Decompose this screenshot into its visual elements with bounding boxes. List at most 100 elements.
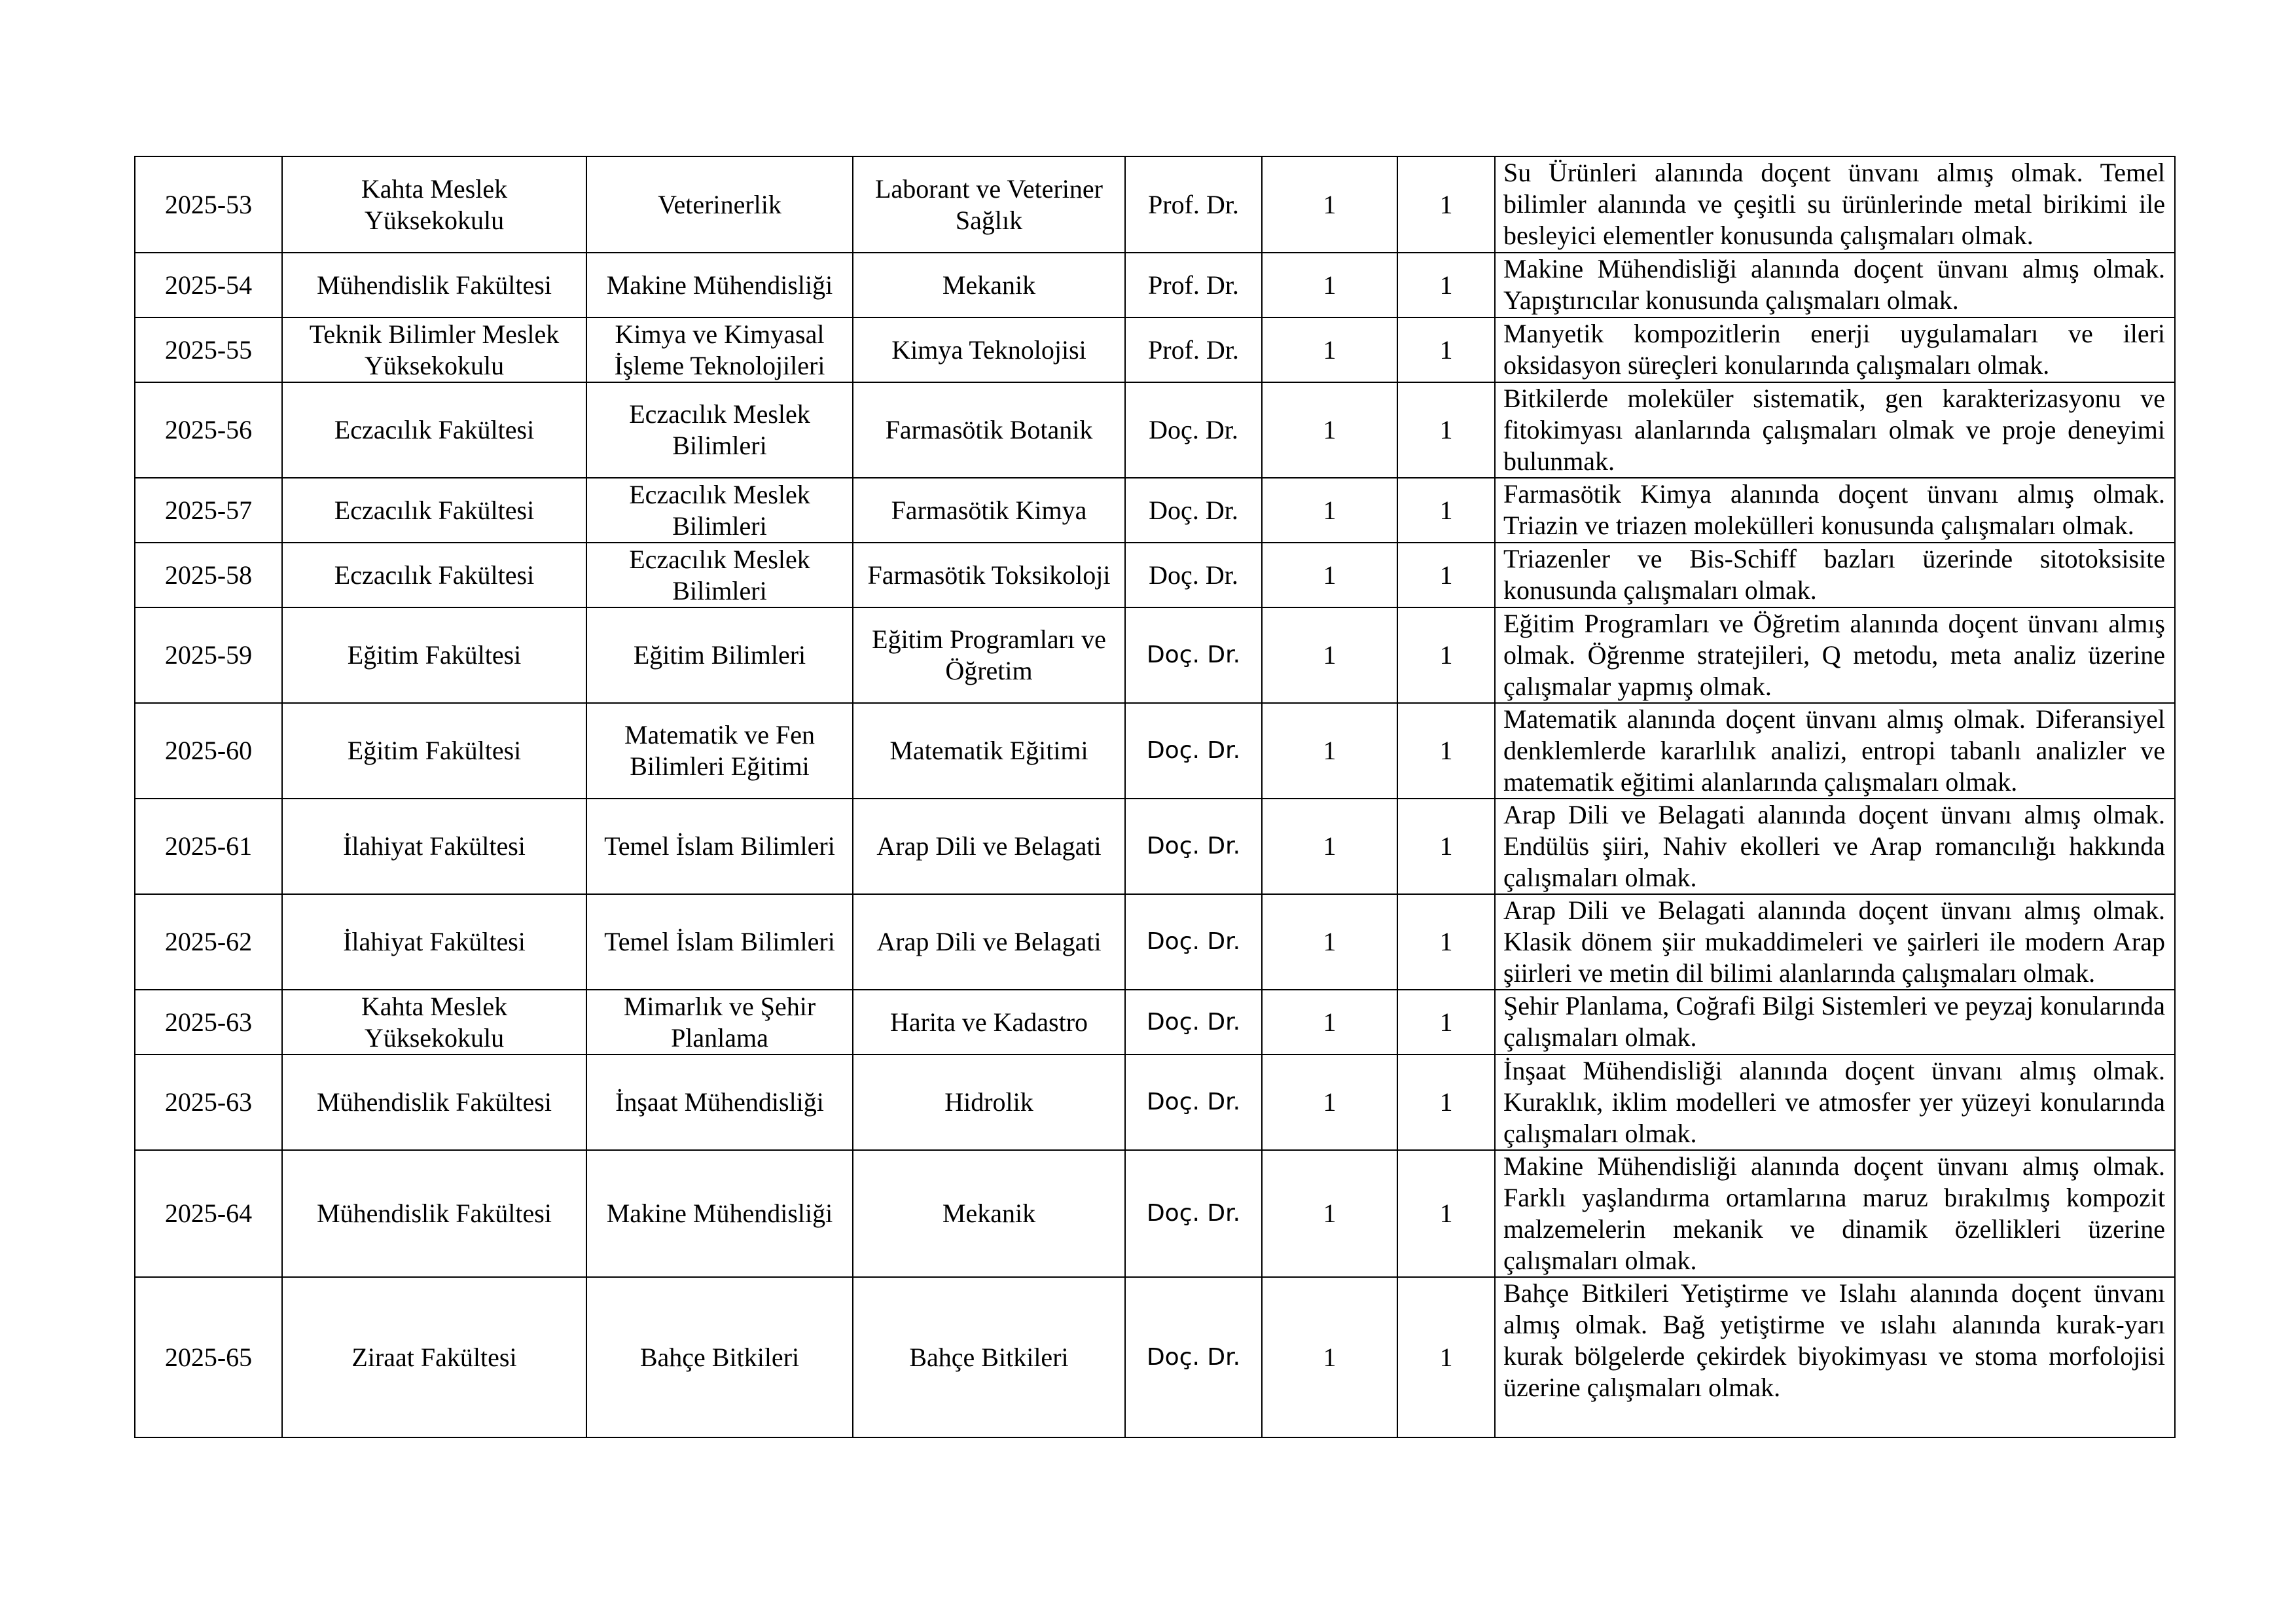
position-number-cell: 2025-57 [134, 477, 283, 543]
department-cell: Eczacılık Meslek Bilimleri [586, 477, 853, 543]
program-cell: Farmasötik Toksikoloji [852, 542, 1126, 608]
table-row: 2025-59 Eğitim Fakültesi Eğitim Bilimleri E… [134, 607, 2176, 704]
academic-title-cell: Prof. Dr. [1124, 317, 1263, 383]
department-cell: Eğitim Bilimleri [586, 607, 853, 704]
table-row: 2025-60 Eğitim Fakültesi Matematik ve Fen … [134, 702, 2176, 799]
requirement-cell: Eğitim Programları ve Öğretim alanında d… [1494, 607, 2176, 704]
position-count-cell: 1 [1261, 1054, 1398, 1151]
position-number-cell: 2025-53 [134, 156, 283, 253]
department-cell: Eczacılık Meslek Bilimleri [586, 382, 853, 478]
position-count-cell: 1 [1261, 477, 1398, 543]
department-cell: Veterinerlik [586, 156, 853, 253]
position-count-cell: 1 [1261, 893, 1398, 990]
program-cell: Arap Dili ve Belagati [852, 893, 1126, 990]
faculty-cell: Eğitim Fakültesi [281, 607, 587, 704]
positions-table: 2025-53 Kahta Meslek Yüksekokulu Veteriner… [134, 156, 2176, 1438]
faculty-cell: Ziraat Fakültesi [281, 1276, 587, 1438]
table-row: 2025-57 Eczacılık Fakültesi Eczacılık Mesl… [134, 477, 2176, 543]
academic-title-cell: Doç. Dr. [1124, 1149, 1263, 1278]
position-count-cell: 1 [1261, 1276, 1398, 1438]
position-number-cell: 2025-60 [134, 702, 283, 799]
program-cell: Laborant ve Veteriner Sağlık [852, 156, 1126, 253]
position-number-cell: 2025-63 [134, 989, 283, 1055]
position-count-cell: 1 [1261, 252, 1398, 318]
academic-title-cell: Doç. Dr. [1124, 798, 1263, 895]
academic-title-cell: Doç. Dr. [1124, 542, 1263, 608]
position-number-cell: 2025-56 [134, 382, 283, 478]
position-number-cell: 2025-63 [134, 1054, 283, 1151]
academic-title-cell: Doç. Dr. [1124, 1054, 1263, 1151]
position-count-cell: 1 [1261, 989, 1398, 1055]
requirement-cell: Arap Dili ve Belagati alanında doçent ün… [1494, 798, 2176, 895]
position-count-2-cell: 1 [1397, 156, 1496, 253]
program-cell: Hidrolik [852, 1054, 1126, 1151]
academic-title-cell: Doç. Dr. [1124, 607, 1263, 704]
department-cell: Kimya ve Kimyasal İşleme Teknolojileri [586, 317, 853, 383]
position-number-cell: 2025-65 [134, 1276, 283, 1438]
faculty-cell: Eczacılık Fakültesi [281, 542, 587, 608]
position-count-cell: 1 [1261, 1149, 1398, 1278]
position-count-2-cell: 1 [1397, 1054, 1496, 1151]
academic-title-cell: Doç. Dr. [1124, 893, 1263, 990]
position-count-cell: 1 [1261, 702, 1398, 799]
requirement-cell: Bahçe Bitkileri Yetiştirme ve Islahı ala… [1494, 1276, 2176, 1438]
position-count-2-cell: 1 [1397, 1149, 1496, 1278]
position-count-2-cell: 1 [1397, 798, 1496, 895]
program-cell: Harita ve Kadastro [852, 989, 1126, 1055]
requirement-cell: Farmasötik Kimya alanında doçent ünvanı … [1494, 477, 2176, 543]
requirement-cell: Arap Dili ve Belagati alanında doçent ün… [1494, 893, 2176, 990]
requirement-cell: Triazenler ve Bis-Schiff bazları üzerind… [1494, 542, 2176, 608]
position-number-cell: 2025-61 [134, 798, 283, 895]
position-count-cell: 1 [1261, 382, 1398, 478]
academic-title-cell: Doç. Dr. [1124, 477, 1263, 543]
requirement-cell: Makine Mühendisliği alanında doçent ünva… [1494, 1149, 2176, 1278]
requirement-cell: Su Ürünleri alanında doçent ünvanı almış… [1494, 156, 2176, 253]
position-number-cell: 2025-59 [134, 607, 283, 704]
faculty-cell: Mühendislik Fakültesi [281, 1054, 587, 1151]
faculty-cell: Mühendislik Fakültesi [281, 1149, 587, 1278]
department-cell: Makine Mühendisliği [586, 1149, 853, 1278]
academic-title-cell: Doç. Dr. [1124, 382, 1263, 478]
academic-title-cell: Doç. Dr. [1124, 1276, 1263, 1438]
table-row: 2025-58 Eczacılık Fakültesi Eczacılık Mesl… [134, 542, 2176, 608]
position-count-cell: 1 [1261, 798, 1398, 895]
position-count-2-cell: 1 [1397, 382, 1496, 478]
table-row: 2025-54 Mühendislik Fakültesi Makine Mühen… [134, 252, 2176, 318]
position-number-cell: 2025-54 [134, 252, 283, 318]
program-cell: Mekanik [852, 252, 1126, 318]
table-row: 2025-64 Mühendislik Fakültesi Makine Mühen… [134, 1149, 2176, 1278]
position-number-cell: 2025-58 [134, 542, 283, 608]
department-cell: Bahçe Bitkileri [586, 1276, 853, 1438]
position-count-2-cell: 1 [1397, 989, 1496, 1055]
academic-title-cell: Prof. Dr. [1124, 252, 1263, 318]
faculty-cell: İlahiyat Fakültesi [281, 798, 587, 895]
program-cell: Farmasötik Kimya [852, 477, 1126, 543]
academic-title-cell: Doç. Dr. [1124, 989, 1263, 1055]
table-row: 2025-53 Kahta Meslek Yüksekokulu Veteriner… [134, 156, 2176, 253]
department-cell: Temel İslam Bilimleri [586, 893, 853, 990]
table-row: 2025-55 Teknik Bilimler Meslek Yüksekokul… [134, 317, 2176, 383]
requirement-cell: Şehir Planlama, Coğrafi Bilgi Sistemleri… [1494, 989, 2176, 1055]
position-count-cell: 1 [1261, 317, 1398, 383]
faculty-cell: Kahta Meslek Yüksekokulu [281, 156, 587, 253]
position-number-cell: 2025-64 [134, 1149, 283, 1278]
requirement-cell: Matematik alanında doçent ünvanı almış o… [1494, 702, 2176, 799]
faculty-cell: Kahta Meslek Yüksekokulu [281, 989, 587, 1055]
requirement-cell: Manyetik kompozitlerin enerji uygulamala… [1494, 317, 2176, 383]
faculty-cell: Eczacılık Fakültesi [281, 477, 587, 543]
program-cell: Bahçe Bitkileri [852, 1276, 1126, 1438]
faculty-cell: Teknik Bilimler Meslek Yüksekokulu [281, 317, 587, 383]
position-count-2-cell: 1 [1397, 252, 1496, 318]
academic-title-cell: Prof. Dr. [1124, 156, 1263, 253]
program-cell: Kimya Teknolojisi [852, 317, 1126, 383]
requirement-cell: Makine Mühendisliği alanında doçent ünva… [1494, 252, 2176, 318]
position-count-2-cell: 1 [1397, 702, 1496, 799]
position-count-2-cell: 1 [1397, 542, 1496, 608]
position-count-2-cell: 1 [1397, 1276, 1496, 1438]
department-cell: Temel İslam Bilimleri [586, 798, 853, 895]
faculty-cell: Mühendislik Fakültesi [281, 252, 587, 318]
department-cell: Eczacılık Meslek Bilimleri [586, 542, 853, 608]
department-cell: Mimarlık ve Şehir Planlama [586, 989, 853, 1055]
position-count-cell: 1 [1261, 156, 1398, 253]
program-cell: Matematik Eğitimi [852, 702, 1126, 799]
